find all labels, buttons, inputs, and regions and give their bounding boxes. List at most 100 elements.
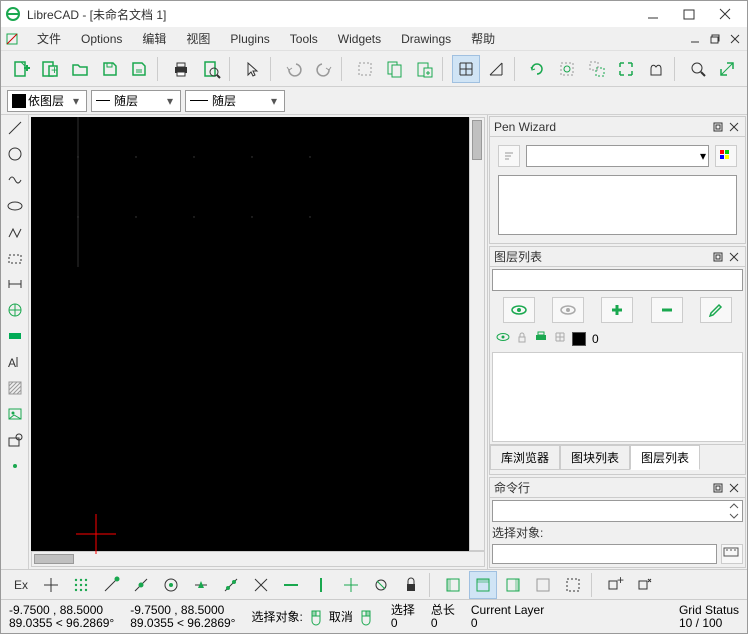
hide-all-layers-button[interactable] [552, 297, 584, 323]
ellipse-tool-icon[interactable] [4, 195, 26, 217]
edit-layer-button[interactable] [700, 297, 732, 323]
isometric-top-icon[interactable] [469, 571, 497, 599]
close-icon[interactable] [727, 120, 741, 134]
save-button[interactable] [96, 55, 124, 83]
close-icon[interactable] [727, 250, 741, 264]
ex-button[interactable]: Ex [7, 571, 35, 599]
mdi-restore-button[interactable] [707, 31, 723, 47]
info-tool-icon[interactable] [4, 325, 26, 347]
block-tool-icon[interactable] [4, 429, 26, 451]
open-button[interactable] [66, 55, 94, 83]
create-block-icon[interactable]: + [601, 571, 629, 599]
circle-tool-icon[interactable] [4, 143, 26, 165]
restrict-vertical-icon[interactable] [307, 571, 335, 599]
zoom-auto-button[interactable] [553, 55, 581, 83]
pen-list[interactable] [498, 175, 737, 235]
spinner-down-icon[interactable] [728, 511, 740, 521]
print-preview-button[interactable] [197, 55, 225, 83]
command-history-combo[interactable] [492, 500, 743, 522]
polyline-tool-icon[interactable] [4, 221, 26, 243]
command-input[interactable] [492, 544, 717, 564]
isometric-left-icon[interactable] [439, 571, 467, 599]
undock-icon[interactable] [711, 481, 725, 495]
layer-construction-icon[interactable] [554, 331, 566, 346]
remove-layer-button[interactable] [651, 297, 683, 323]
menu-tools[interactable]: Tools [280, 30, 328, 48]
layer-visible-icon[interactable] [496, 331, 510, 346]
dimension-tool-icon[interactable] [4, 273, 26, 295]
isometric-off-icon[interactable] [529, 571, 557, 599]
new-template-button[interactable]: + [37, 55, 65, 83]
close-button[interactable] [707, 3, 743, 25]
set-relative-zero-icon[interactable] [367, 571, 395, 599]
close-icon[interactable] [727, 481, 741, 495]
snap-middle-icon[interactable] [187, 571, 215, 599]
undock-icon[interactable] [711, 250, 725, 264]
layer-color-swatch[interactable] [572, 332, 586, 346]
snap-intersection-icon[interactable] [247, 571, 275, 599]
tab-blocks[interactable]: 图块列表 [560, 445, 630, 470]
drawing-canvas[interactable] [31, 117, 469, 551]
snap-free-icon[interactable] [37, 571, 65, 599]
layer-filter-input[interactable] [492, 269, 743, 291]
zoom-window-button[interactable] [612, 55, 640, 83]
snap-distance-icon[interactable] [217, 571, 245, 599]
curve-tool-icon[interactable] [4, 169, 26, 191]
mtext-tool-icon[interactable]: A [4, 351, 26, 373]
pen-palette-button[interactable] [715, 145, 737, 167]
add-layer-button[interactable] [601, 297, 633, 323]
menu-file[interactable]: 文件 [27, 28, 71, 49]
show-all-layers-button[interactable] [503, 297, 535, 323]
zoom-redraw-button[interactable] [523, 55, 551, 83]
save-as-button[interactable] [126, 55, 154, 83]
draft-button[interactable] [482, 55, 510, 83]
tab-library[interactable]: 库浏览器 [490, 445, 560, 470]
image-tool-icon[interactable] [4, 403, 26, 425]
paste-button[interactable] [411, 55, 439, 83]
menu-help[interactable]: 帮助 [461, 28, 505, 49]
pen-color-select[interactable]: ▾ [526, 145, 709, 167]
isometric-right-icon[interactable] [499, 571, 527, 599]
width-combo[interactable]: 随层 ▾ [91, 90, 181, 112]
layer-row[interactable]: 0 [490, 327, 745, 350]
point-tool-icon[interactable] [4, 455, 26, 477]
zoom-previous-button[interactable] [583, 55, 611, 83]
pen-sort-button[interactable] [498, 145, 520, 167]
isometric-grid-icon[interactable] [559, 571, 587, 599]
new-button[interactable] [7, 55, 35, 83]
mdi-minimize-button[interactable] [687, 31, 703, 47]
zoom-in-button[interactable] [684, 55, 712, 83]
spinner-up-icon[interactable] [728, 501, 740, 511]
snap-grid-icon[interactable] [67, 571, 95, 599]
layer-print-icon[interactable] [534, 331, 548, 346]
cut-button[interactable] [351, 55, 379, 83]
qat-icon[interactable] [5, 32, 19, 46]
menu-drawings[interactable]: Drawings [391, 30, 461, 48]
mdi-close-button[interactable] [727, 31, 743, 47]
snap-endpoint-icon[interactable] [97, 571, 125, 599]
restrict-orthogonal-icon[interactable] [337, 571, 365, 599]
menu-view[interactable]: 视图 [176, 28, 220, 49]
modify-tool-icon[interactable] [4, 299, 26, 321]
zoom-pan-button[interactable] [642, 55, 670, 83]
restrict-horizontal-icon[interactable] [277, 571, 305, 599]
menu-edit[interactable]: 编辑 [132, 28, 176, 49]
redo-button[interactable] [310, 55, 338, 83]
layer-lock-icon[interactable] [516, 331, 528, 346]
snap-on-entity-icon[interactable] [127, 571, 155, 599]
hatch-tool-icon[interactable] [4, 377, 26, 399]
layer-list-area[interactable] [492, 352, 743, 442]
explode-block-icon[interactable] [631, 571, 659, 599]
menu-options[interactable]: Options [71, 30, 132, 48]
grid-button[interactable] [452, 55, 480, 83]
color-combo[interactable]: 依图层 ▾ [7, 90, 87, 112]
lock-relative-zero-icon[interactable] [397, 571, 425, 599]
fullscreen-button[interactable] [713, 55, 741, 83]
keyboard-button[interactable] [721, 544, 743, 564]
undock-icon[interactable] [711, 120, 725, 134]
menu-widgets[interactable]: Widgets [328, 30, 391, 48]
tab-layers[interactable]: 图层列表 [630, 445, 700, 470]
menu-plugins[interactable]: Plugins [220, 30, 279, 48]
linetype-combo[interactable]: 随层 ▾ [185, 90, 285, 112]
snap-center-icon[interactable] [157, 571, 185, 599]
